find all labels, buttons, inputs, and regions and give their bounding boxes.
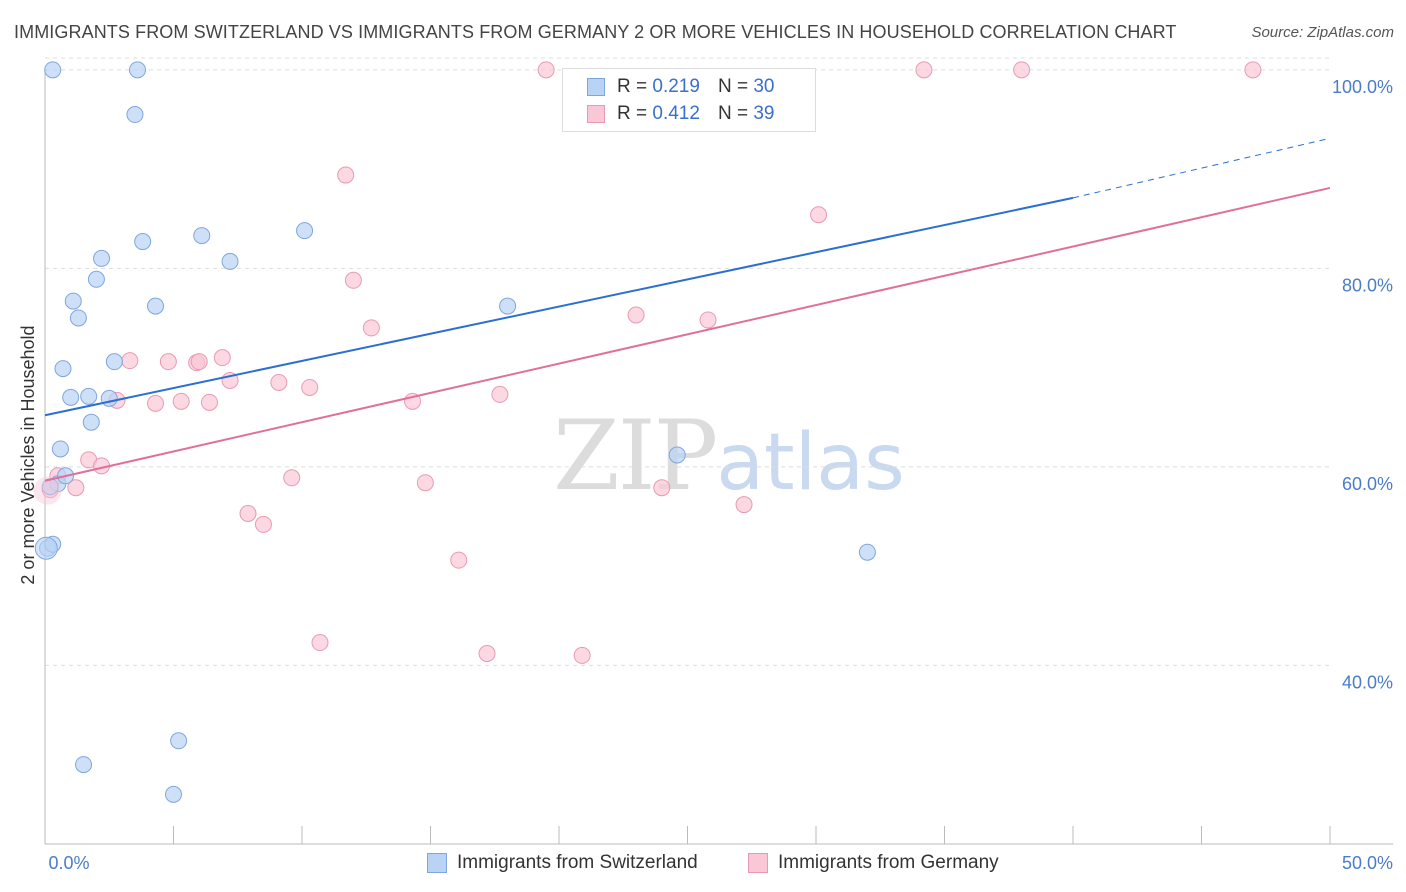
switzerland-point	[82, 413, 100, 431]
switzerland-point	[87, 270, 105, 288]
germany-point	[337, 166, 355, 184]
legend-swatch-germany	[587, 105, 605, 123]
switzerland-point	[165, 785, 182, 803]
germany-point	[735, 496, 753, 514]
switzerland-point-large	[34, 536, 58, 560]
bottom-legend-label-switzerland: Immigrants from Switzerland	[457, 852, 698, 873]
switzerland-point	[170, 732, 188, 750]
switzerland-point	[75, 756, 93, 774]
switzerland-point	[93, 249, 111, 267]
watermark-atlas: atlas	[716, 418, 905, 508]
switzerland-point	[69, 309, 87, 327]
switzerland-point	[100, 389, 118, 407]
switzerland-point	[126, 106, 144, 124]
switzerland-trendline	[44, 196, 1074, 417]
germany-point	[699, 311, 717, 329]
legend-n-value-germany: 39	[753, 103, 775, 124]
germany-point	[478, 644, 496, 662]
germany-point-large	[33, 476, 62, 505]
germany-point	[653, 479, 671, 497]
switzerland-point	[668, 446, 686, 464]
x-tick-label-min: 0.0%	[48, 853, 89, 873]
y-tick-label: 100.0%	[1332, 77, 1393, 97]
legend-swatch-switzerland	[587, 78, 605, 96]
switzerland-point	[134, 233, 152, 251]
switzerland-point	[193, 227, 211, 245]
bottom-legend-switzerland: Immigrants from Switzerland	[427, 852, 698, 874]
switzerland-trendline-extension	[1072, 137, 1331, 199]
germany-point	[121, 352, 139, 370]
watermark: ZIPatlas	[553, 400, 905, 512]
germany-point	[67, 479, 85, 497]
switzerland-point	[80, 387, 98, 405]
switzerland-point	[51, 440, 69, 458]
switzerland-point	[105, 353, 123, 371]
germany-point	[283, 469, 301, 487]
legend-r-label: R =	[617, 76, 648, 97]
germany-point	[537, 61, 555, 79]
germany-trendline	[44, 186, 1331, 482]
legend-r-label: R =	[617, 103, 648, 124]
legend-r-value-switzerland: 0.219	[652, 76, 700, 97]
legend-n-label: N =	[717, 103, 749, 124]
switzerland-point	[62, 388, 80, 406]
chart-title: IMMIGRANTS FROM SWITZERLAND VS IMMIGRANT…	[14, 22, 1177, 42]
germany-point	[450, 551, 468, 569]
switzerland-point	[296, 222, 314, 240]
bottom-legend-germany: Immigrants from Germany	[748, 852, 999, 874]
germany-point	[491, 385, 509, 403]
legend-r-value-germany: 0.412	[652, 103, 700, 124]
germany-point	[627, 306, 645, 324]
y-tick-label: 80.0%	[1342, 275, 1393, 295]
germany-point	[1244, 61, 1262, 79]
switzerland-point	[221, 252, 239, 270]
switzerland-point	[129, 61, 147, 79]
germany-point	[239, 504, 257, 522]
germany-point	[254, 515, 272, 533]
legend-n-value-switzerland: 30	[753, 76, 775, 97]
germany-point	[915, 61, 933, 79]
germany-point	[301, 378, 319, 396]
y-axis-title: 2 or more Vehicles in Household	[18, 325, 38, 584]
switzerland-point	[64, 292, 82, 310]
germany-point	[362, 319, 380, 337]
y-tick-label: 60.0%	[1342, 474, 1393, 494]
germany-point	[200, 393, 218, 411]
germany-point	[190, 353, 208, 371]
germany-point	[810, 206, 828, 224]
legend-row-germany: R = 0.412 N = 39	[587, 102, 774, 126]
switzerland-point	[44, 61, 62, 79]
germany-point	[147, 394, 165, 412]
germany-point	[172, 392, 190, 410]
germany-point	[416, 474, 434, 492]
germany-point	[344, 271, 362, 289]
switzerland-point	[499, 297, 517, 315]
legend-row-switzerland: R = 0.219 N = 30	[587, 75, 774, 99]
switzerland-point	[858, 543, 876, 561]
germany-point	[213, 349, 231, 367]
germany-point	[1013, 61, 1031, 79]
bottom-legend-label-germany: Immigrants from Germany	[778, 852, 999, 873]
germany-point	[311, 634, 329, 652]
germany-point	[270, 373, 288, 391]
source-credit: Source: ZipAtlas.com	[1251, 24, 1394, 41]
germany-point	[159, 353, 177, 371]
bottom-legend-swatch-germany	[748, 853, 768, 873]
watermark-zip: ZIP	[553, 400, 718, 512]
switzerland-point	[147, 297, 165, 315]
x-tick-label-max: 50.0%	[1342, 853, 1393, 873]
germany-point	[573, 646, 591, 664]
correlation-legend: R = 0.219 N = 30 R = 0.412 N = 39	[562, 68, 816, 132]
y-tick-label: 40.0%	[1342, 672, 1393, 692]
bottom-legend-swatch-switzerland	[427, 853, 447, 873]
switzerland-point	[54, 360, 72, 378]
legend-n-label: N =	[717, 76, 749, 97]
